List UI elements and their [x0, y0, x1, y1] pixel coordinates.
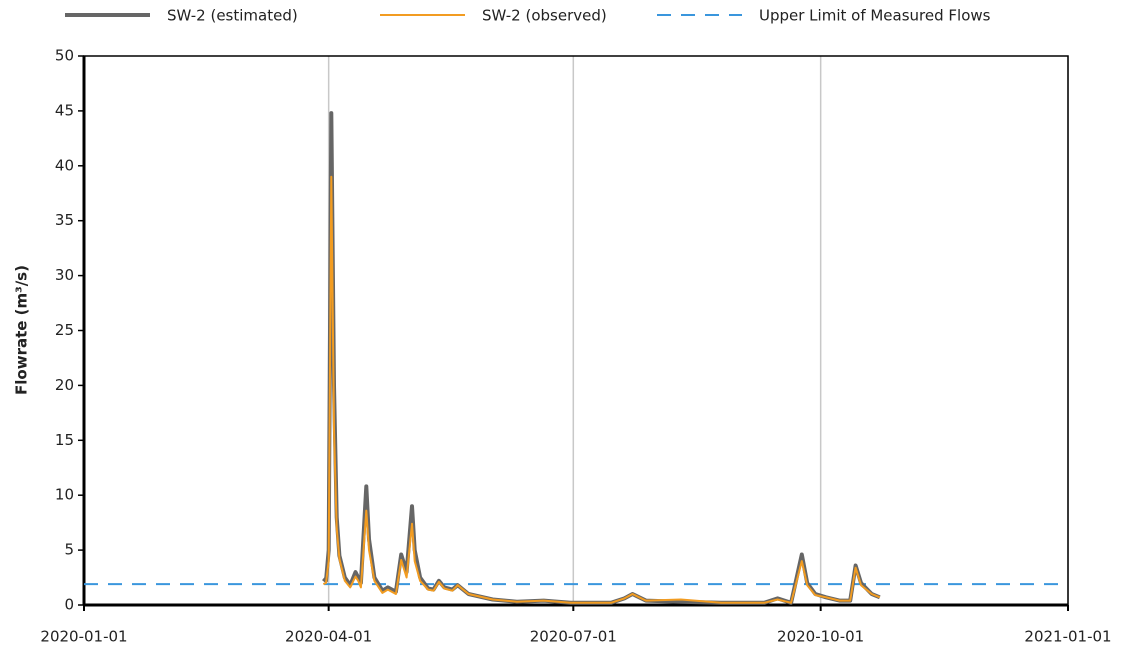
- legend-label: Upper Limit of Measured Flows: [759, 7, 991, 25]
- y-axis-label: Flowrate (m³/s): [13, 265, 31, 395]
- y-tick-label: 50: [55, 47, 74, 65]
- x-tick-label: 2021-01-01: [1024, 628, 1111, 646]
- x-tick-label: 2020-01-01: [40, 628, 127, 646]
- y-tick-label: 20: [55, 376, 74, 394]
- series-line: [322, 111, 881, 605]
- y-tick-label: 40: [55, 156, 74, 174]
- y-tick-label: 5: [64, 541, 74, 559]
- y-tick-label: 25: [55, 321, 74, 339]
- y-tick-label: 30: [55, 266, 74, 284]
- plot-frame: [83, 55, 1069, 606]
- series-line: [322, 175, 881, 604]
- y-tick-label: 35: [55, 211, 74, 229]
- y-tick-label: 0: [64, 596, 74, 614]
- legend-label: SW-2 (estimated): [167, 7, 298, 25]
- y-tick-label: 45: [55, 101, 74, 119]
- y-tick-label: 10: [55, 486, 74, 504]
- y-tick-label: 15: [55, 431, 74, 449]
- legend-label: SW-2 (observed): [482, 7, 607, 25]
- x-tick-label: 2020-04-01: [285, 628, 372, 646]
- x-tick-label: 2020-07-01: [530, 628, 617, 646]
- x-tick-label: 2020-10-01: [777, 628, 864, 646]
